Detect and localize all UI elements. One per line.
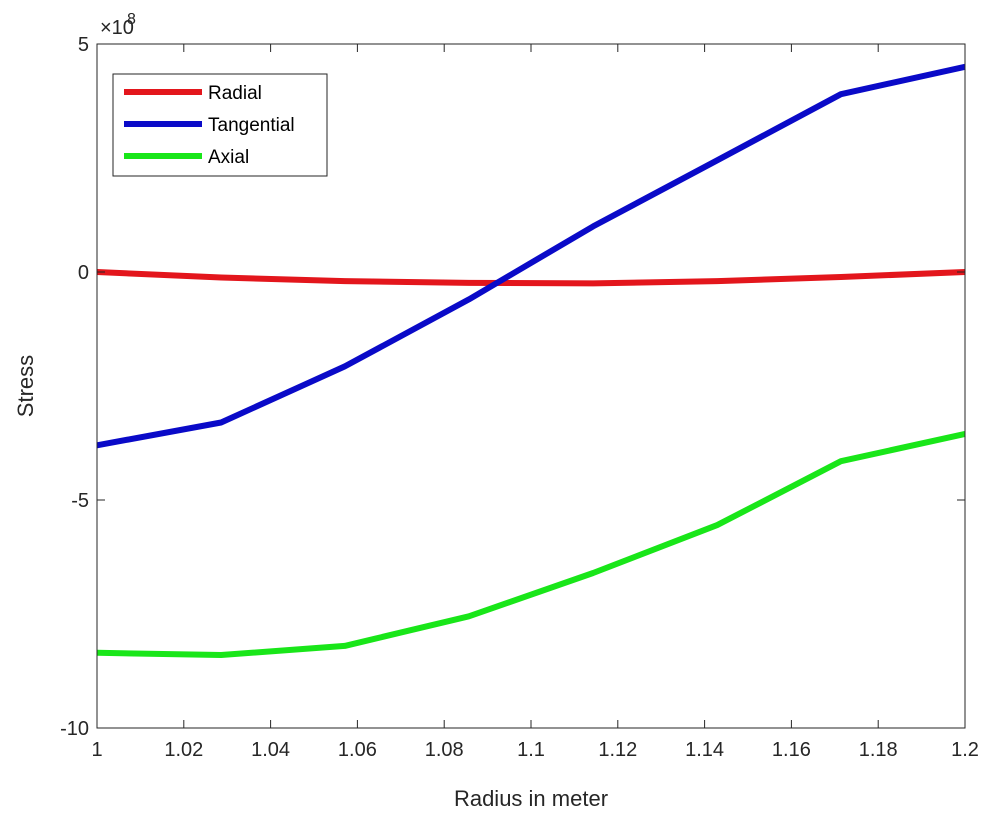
x-tick-label: 1.04 xyxy=(251,739,290,761)
legend: Radial Tangential Axial xyxy=(112,73,328,177)
x-tick-label: 1.06 xyxy=(338,739,377,761)
x-tick-label: 1.18 xyxy=(859,739,898,761)
y-axis-label: Stress xyxy=(13,355,38,417)
x-tick-label: 1.12 xyxy=(598,739,637,761)
tick-layer: 1 1.02 1.04 1.06 1.08 1.1 1.12 1.14 1.16 1.18 1.2 -… xyxy=(60,34,979,761)
y-exponent-base: ×10 xyxy=(100,17,134,39)
x-tick-label: 1.2 xyxy=(951,739,979,761)
legend-label-axial: Axial xyxy=(208,147,249,168)
x-axis-label: Radius in meter xyxy=(454,786,608,811)
series-line-tangential xyxy=(96,63,966,449)
y-exponent-power: 8 xyxy=(127,11,136,28)
y-tick-label: 0 xyxy=(78,262,89,284)
legend-label-radial: Radial xyxy=(208,83,262,104)
series-layer xyxy=(96,63,966,658)
x-tick-label: 1.1 xyxy=(517,739,545,761)
series-line-axial xyxy=(96,430,966,658)
x-tick-label: 1.02 xyxy=(164,739,203,761)
y-tick-label: 5 xyxy=(78,34,89,56)
legend-label-tangential: Tangential xyxy=(208,115,295,136)
y-tick-label: -5 xyxy=(71,490,89,512)
x-tick-label: 1.14 xyxy=(685,739,724,761)
x-tick-label: 1.08 xyxy=(425,739,464,761)
y-exponent-label: ×10 8 xyxy=(100,11,136,39)
x-tick-label: 1.16 xyxy=(772,739,811,761)
x-tick-label: 1 xyxy=(91,739,102,761)
y-tick-label: -10 xyxy=(60,718,89,740)
series-line-radial xyxy=(96,269,966,287)
